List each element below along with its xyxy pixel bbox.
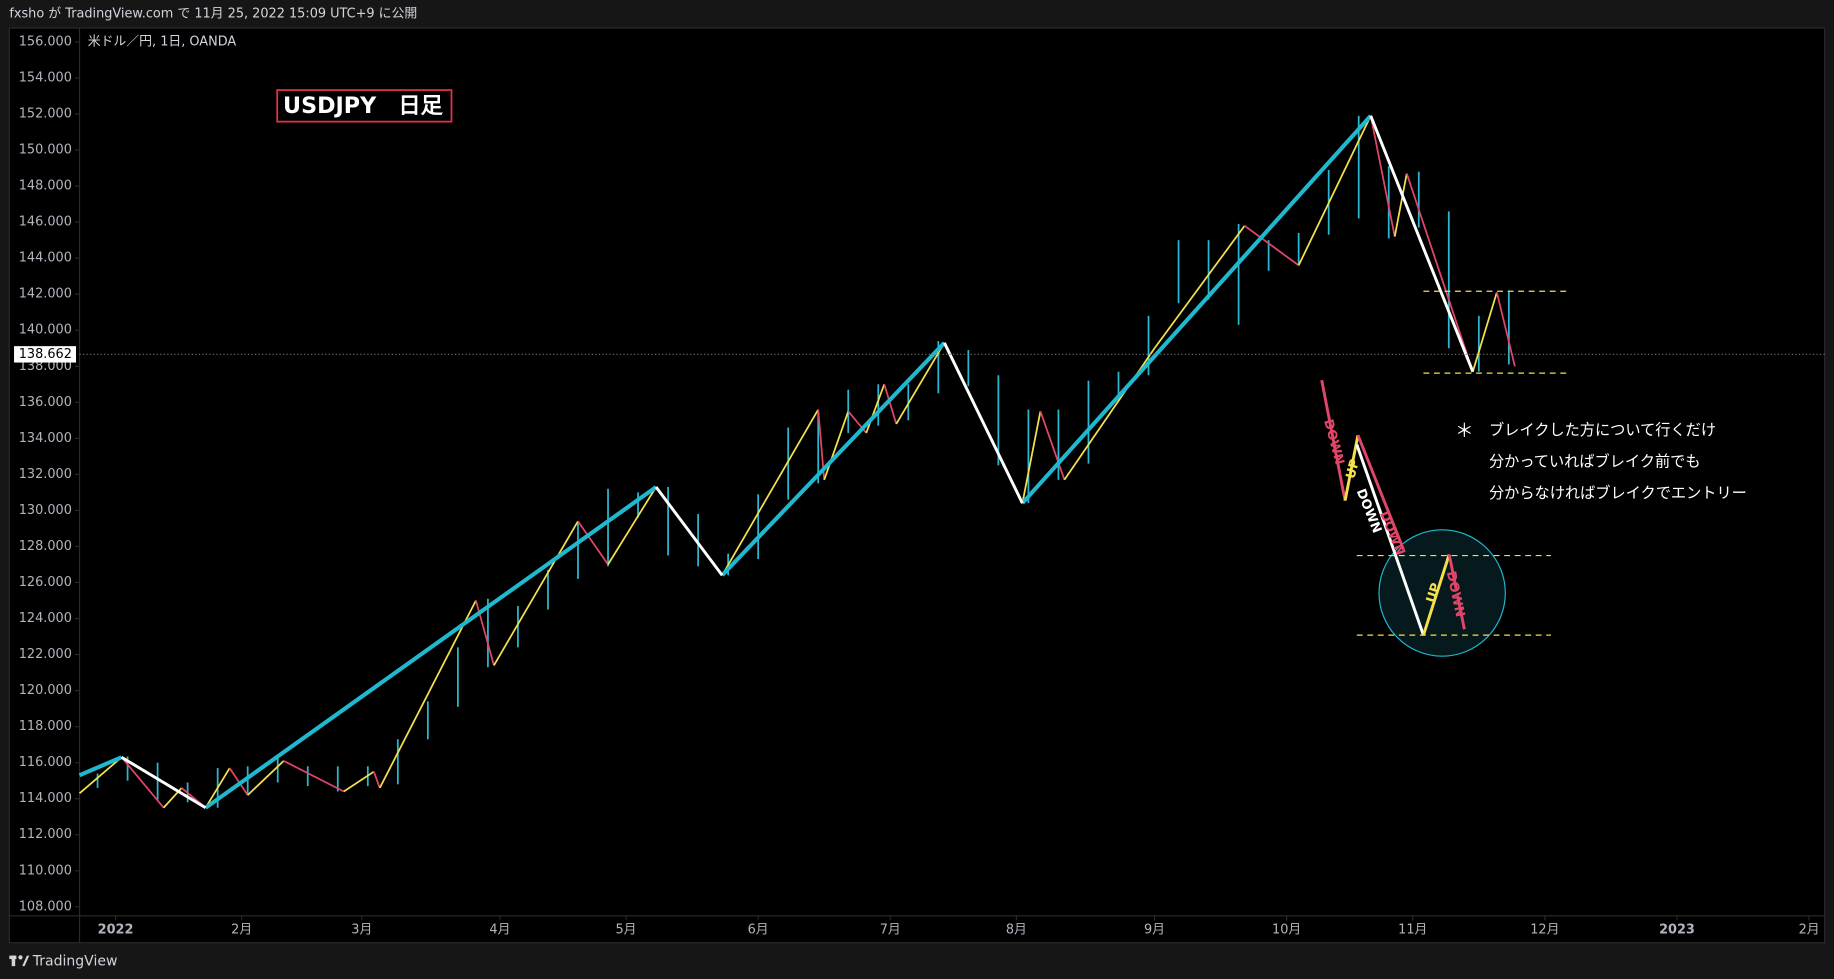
y-tick-label: 134.000 <box>19 431 72 446</box>
x-tick-label: 2月 <box>1799 922 1820 937</box>
y-tick-label: 140.000 <box>19 323 72 338</box>
swing-line <box>78 114 1373 810</box>
x-tick-label: 11月 <box>1398 922 1427 937</box>
y-tick-label: 110.000 <box>19 863 72 878</box>
x-tick-label: 9月 <box>1144 922 1165 937</box>
zigzag-up <box>607 486 657 565</box>
zigzag-down <box>1039 411 1066 481</box>
y-tick-label: 108.000 <box>19 899 72 914</box>
y-tick-label: 116.000 <box>19 755 72 770</box>
zigzag-up <box>1153 225 1246 349</box>
schematic-up <box>1422 553 1451 636</box>
x-tick-label: 2022 <box>98 922 134 937</box>
x-tick-label: 2月 <box>231 922 252 937</box>
symbol-info: 米ドル／円, 1日, OANDA <box>88 35 237 50</box>
last-price-box <box>14 346 77 363</box>
zigzag-down <box>228 767 249 796</box>
x-tick-label: 2023 <box>1659 922 1695 937</box>
schematic-down <box>1356 434 1405 551</box>
zigzag-down <box>372 771 381 789</box>
y-tick-label: 120.000 <box>19 683 72 698</box>
y-tick-label: 146.000 <box>19 215 72 230</box>
x-tick-label: 8月 <box>1006 922 1027 937</box>
x-tick-label: 12月 <box>1530 922 1559 937</box>
publish-header: fxsho が TradingView.com で 11月 25, 2022 1… <box>9 7 417 22</box>
zigzag-down <box>283 760 345 793</box>
y-tick-label: 128.000 <box>19 539 72 554</box>
note-line: 分かっていればブレイク前でも <box>1489 453 1701 471</box>
y-tick-label: 156.000 <box>19 34 72 49</box>
y-tick-label: 152.000 <box>19 107 72 122</box>
note-line: 分からなければブレイクでエントリー <box>1489 484 1747 502</box>
focus-circle <box>1378 529 1506 657</box>
zigzag-up <box>1021 411 1042 504</box>
zigzag-up <box>865 383 886 434</box>
zigzag-up <box>379 600 477 789</box>
y-tick-label: 150.000 <box>19 143 72 158</box>
swing-line <box>120 115 1475 810</box>
y-tick-label: 112.000 <box>19 827 72 842</box>
zigzag-up <box>247 760 285 796</box>
y-tick-label: 136.000 <box>19 395 72 410</box>
y-tick-label: 126.000 <box>19 575 72 590</box>
y-tick-label: 144.000 <box>19 251 72 266</box>
zigzag-up <box>721 409 819 576</box>
brand-logo <box>9 955 30 967</box>
y-tick-label: 124.000 <box>19 611 72 626</box>
y-tick-label: 154.000 <box>19 70 72 85</box>
x-tick-label: 5月 <box>616 922 637 937</box>
y-tick-label: 142.000 <box>19 287 72 302</box>
x-tick-label: 3月 <box>351 922 372 937</box>
note-mark: ＊ <box>1455 421 1474 442</box>
x-tick-label: 4月 <box>489 922 510 937</box>
swing-label: UP <box>1343 457 1363 480</box>
schematic-down <box>1320 379 1347 501</box>
zigzag-up <box>823 411 850 481</box>
zigzag-down <box>577 520 609 565</box>
last-price-label: 138.662 <box>19 347 72 362</box>
y-tick-label: 148.000 <box>19 179 72 194</box>
zigzag-down <box>1369 115 1396 237</box>
zigzag-up <box>1297 115 1372 266</box>
y-tick-label: 130.000 <box>19 503 72 518</box>
x-tick-label: 10月 <box>1272 922 1301 937</box>
plot: 108.000 110.000 112.000 114.000 116.000 118.0… <box>19 34 1820 937</box>
zigzag-up <box>1393 173 1408 237</box>
zigzag-up <box>343 770 375 793</box>
zigzag-up <box>895 342 946 425</box>
zigzag-down <box>120 756 165 809</box>
chart-pane <box>8 27 1826 944</box>
y-tick-label: 114.000 <box>19 791 72 806</box>
schematic-down <box>1447 554 1466 630</box>
y-tick-label: 132.000 <box>19 467 72 482</box>
zigzag-up <box>78 756 123 794</box>
zigzag-up <box>493 520 579 666</box>
zigzag-down <box>883 384 898 425</box>
x-tick-label: 7月 <box>880 922 901 937</box>
zigzag-down <box>1405 173 1474 372</box>
title-box <box>276 89 453 123</box>
zigzag-up <box>1471 292 1498 372</box>
zigzag-up <box>204 767 231 809</box>
y-tick-label: 118.000 <box>19 719 72 734</box>
schematic-down-major <box>1355 443 1425 636</box>
x-tick-label: 6月 <box>748 922 769 937</box>
chart-title: USDJPY 日足 <box>283 93 444 119</box>
zigzag-down <box>1244 225 1300 267</box>
swing-label: UP <box>1424 581 1444 605</box>
y-tick-label: 122.000 <box>19 647 72 662</box>
note-line: ブレイクした方について行くだけ <box>1489 421 1716 439</box>
footer-brand: TradingView <box>32 953 118 969</box>
